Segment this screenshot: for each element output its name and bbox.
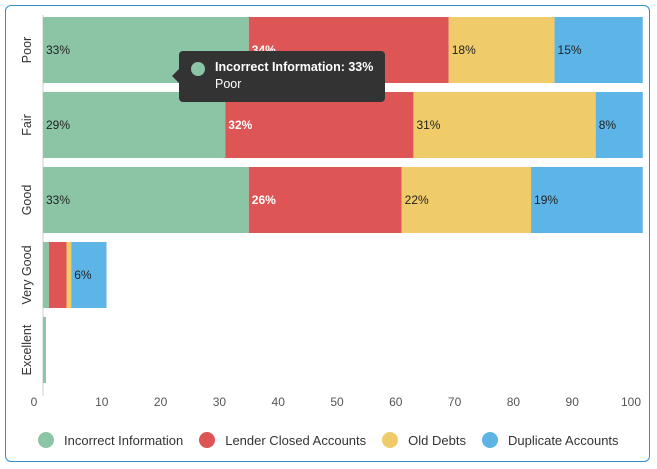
legend-label: Incorrect Information [64,432,184,448]
category-label-good: Good [20,185,34,216]
bar-fair-duplicate-accounts[interactable] [595,92,643,158]
bar-good-incorrect-information[interactable] [43,167,249,233]
data-label-good-old-debts: 22% [405,193,429,207]
data-label-very-good-duplicate-accounts: 6% [74,268,92,282]
x-tick-label-90: 90 [566,395,580,409]
legend-swatch [382,432,399,448]
bar-good-duplicate-accounts[interactable] [531,167,643,233]
legend-swatch [481,432,498,448]
bar-poor-duplicate-accounts[interactable] [554,17,643,83]
legend-label: Lender Closed Accounts [225,432,367,448]
chart-tooltip: Incorrect Information: 33% Poor [172,51,385,102]
data-label-fair-incorrect-information: 29% [46,118,70,132]
data-label-good-lender-closed-accounts: 26% [252,193,276,207]
category-label-very-good: Very Good [20,245,34,304]
data-label-good-incorrect-information: 33% [46,193,70,207]
bar-very-good-duplicate-accounts[interactable] [71,242,107,308]
tooltip-category: Poor [215,77,242,91]
bar-fair-incorrect-information[interactable] [43,92,226,158]
x-tick-label-20: 20 [154,395,168,409]
bar-good-lender-closed-accounts[interactable] [248,167,402,233]
data-label-good-duplicate-accounts: 19% [534,193,558,207]
legend-label: Old Debts [408,432,466,448]
x-tick-label-40: 40 [272,395,286,409]
tooltip-title: Incorrect Information: 33% [215,60,374,74]
x-tick-label-30: 30 [213,395,227,409]
bar-excellent-incorrect-information[interactable] [43,317,46,383]
x-tick-label-50: 50 [330,395,344,409]
data-label-fair-duplicate-accounts: 8% [599,118,617,132]
tooltip-series-dot [191,62,205,76]
legend-item-lender-closed-accounts[interactable]: Lender Closed Accounts [199,432,366,448]
x-tick-label-100: 100 [621,395,641,409]
x-tick-label-60: 60 [389,395,403,409]
category-label-fair: Fair [20,114,34,136]
bar-good-old-debts[interactable] [401,167,532,233]
x-tick-label-0: 0 [31,395,38,409]
category-label-poor: Poor [20,37,34,63]
legend-swatch [38,432,54,448]
legend-swatch [199,432,216,448]
legend-item-old-debts[interactable]: Old Debts [382,432,466,448]
data-label-poor-incorrect-information: 33% [46,43,70,57]
x-tick-label-70: 70 [448,395,462,409]
legend-item-incorrect-information[interactable]: Incorrect Information [38,432,183,448]
bar-very-good-lender-closed-accounts[interactable] [48,242,67,308]
legend-item-duplicate-accounts[interactable]: Duplicate Accounts [481,432,619,448]
bar-very-good-old-debts[interactable] [66,242,72,308]
data-label-fair-lender-closed-accounts: 32% [228,118,252,132]
bar-fair-old-debts[interactable] [413,92,596,158]
x-tick-label-80: 80 [507,395,521,409]
data-label-poor-duplicate-accounts: 15% [558,43,582,57]
chart-legend: Incorrect Information Lender Closed Acco… [38,432,635,448]
bar-fair-lender-closed-accounts[interactable] [225,92,414,158]
x-tick-label-10: 10 [95,395,109,409]
category-label-excellent: Excellent [20,324,34,375]
data-label-fair-old-debts: 31% [416,118,440,132]
bar-poor-old-debts[interactable] [448,17,555,83]
data-label-poor-old-debts: 18% [452,43,476,57]
bar-very-good-incorrect-information[interactable] [43,242,49,308]
legend-label: Duplicate Accounts [507,432,619,448]
